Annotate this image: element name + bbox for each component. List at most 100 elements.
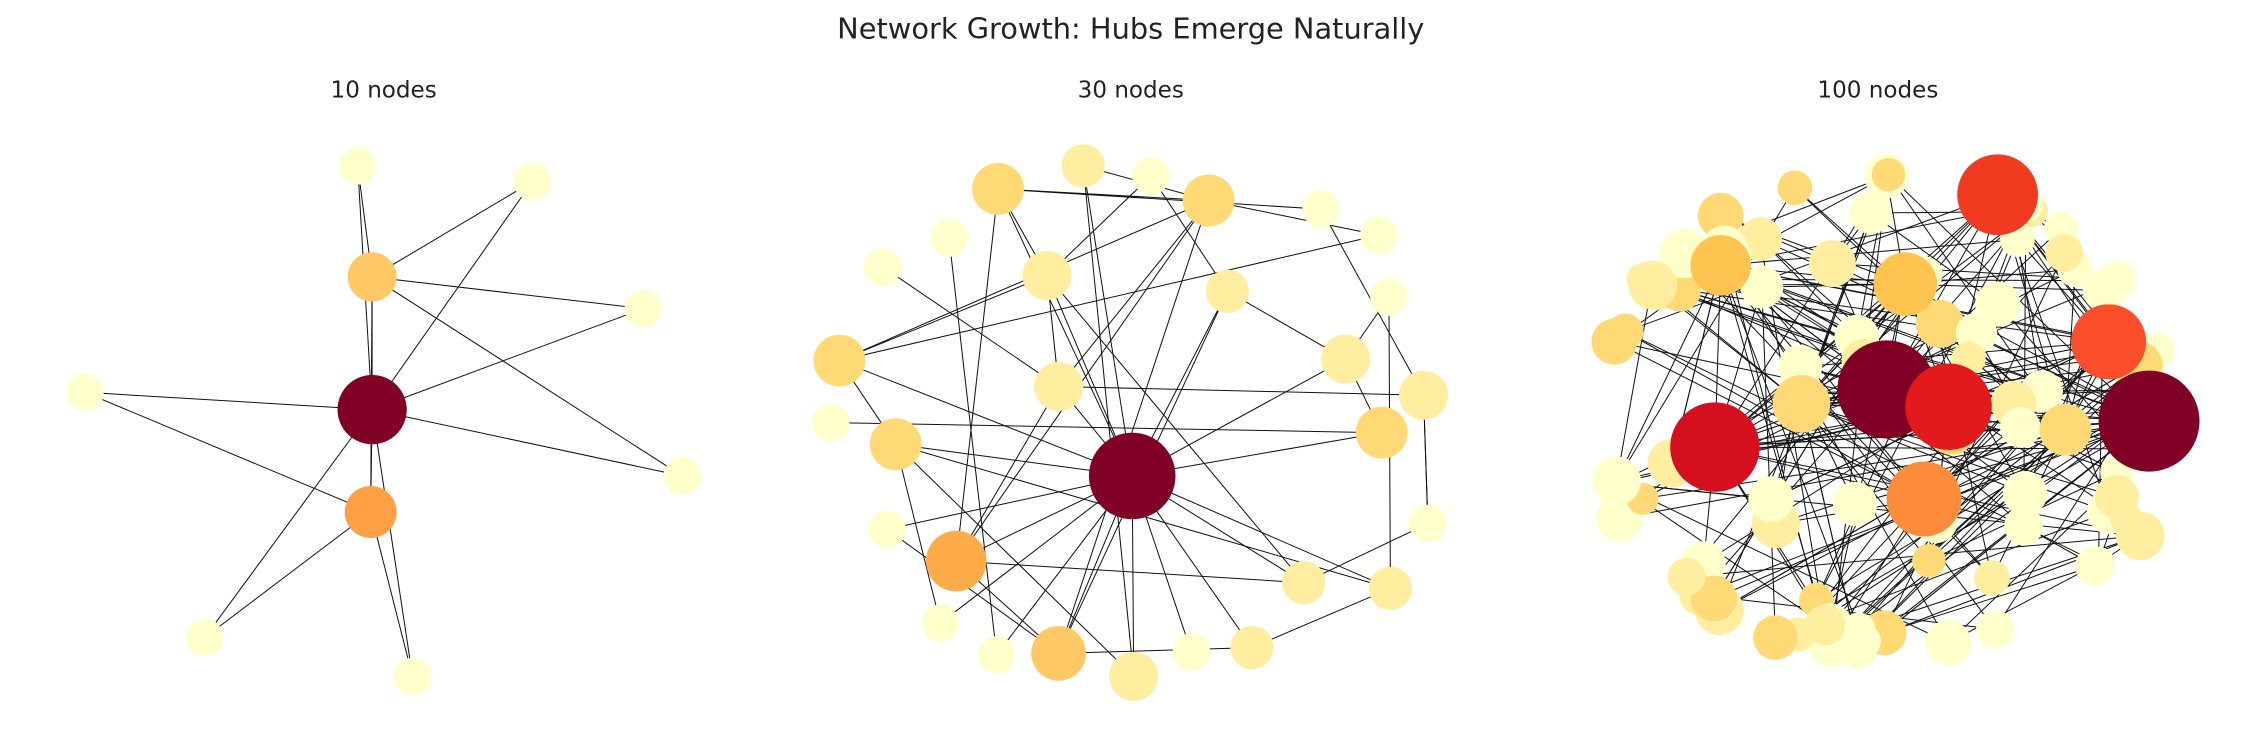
node bbox=[1667, 557, 1706, 596]
node bbox=[1886, 461, 1962, 537]
node bbox=[1999, 407, 2041, 448]
node bbox=[1088, 432, 1176, 520]
node bbox=[186, 618, 224, 657]
edge bbox=[372, 409, 683, 477]
edge bbox=[1883, 565, 2095, 634]
edge bbox=[1082, 165, 1135, 677]
node bbox=[868, 510, 906, 549]
node bbox=[972, 162, 1025, 215]
node bbox=[1957, 154, 2038, 236]
node bbox=[2039, 403, 2092, 456]
node bbox=[1034, 362, 1084, 412]
node bbox=[1832, 481, 1878, 526]
node bbox=[1282, 561, 1326, 605]
edge bbox=[955, 386, 1060, 562]
edge bbox=[895, 444, 941, 624]
edge bbox=[1775, 420, 2150, 639]
node bbox=[2075, 546, 2115, 586]
node bbox=[1777, 170, 1813, 206]
edge bbox=[1801, 403, 1930, 562]
node bbox=[1871, 158, 1906, 192]
edge bbox=[1720, 239, 2018, 266]
node bbox=[344, 486, 397, 538]
edge bbox=[1729, 256, 1949, 644]
node bbox=[1628, 260, 1678, 310]
edge bbox=[1303, 523, 1429, 584]
edge bbox=[839, 275, 1048, 362]
edge bbox=[371, 409, 413, 677]
node bbox=[2004, 506, 2044, 546]
node bbox=[1905, 363, 1992, 450]
edge bbox=[1870, 212, 1998, 305]
edge bbox=[956, 560, 1304, 584]
edge bbox=[1883, 252, 2065, 634]
edge bbox=[1858, 341, 2110, 630]
node bbox=[2045, 234, 2084, 272]
node bbox=[1740, 265, 1784, 309]
node bbox=[921, 604, 960, 642]
node bbox=[1912, 543, 1946, 578]
node bbox=[1975, 610, 2015, 649]
node bbox=[1109, 651, 1159, 701]
edge bbox=[1801, 403, 2026, 494]
node bbox=[1321, 334, 1371, 384]
node bbox=[2071, 304, 2147, 380]
edge bbox=[998, 188, 1322, 210]
edge bbox=[1616, 282, 1653, 481]
node bbox=[1205, 269, 1250, 313]
edge bbox=[1840, 419, 2133, 639]
edge bbox=[955, 188, 999, 562]
node bbox=[1061, 144, 1105, 188]
node bbox=[1591, 318, 1638, 365]
edge bbox=[1616, 265, 1722, 482]
node bbox=[1182, 174, 1235, 227]
edge bbox=[895, 443, 1135, 677]
edge bbox=[371, 181, 533, 410]
edge bbox=[1863, 429, 2066, 642]
edge bbox=[1720, 265, 1826, 626]
node bbox=[66, 373, 104, 412]
edge bbox=[1251, 587, 1391, 649]
edge bbox=[1132, 475, 1391, 589]
node bbox=[1022, 250, 1072, 300]
edge bbox=[882, 266, 1059, 387]
node bbox=[977, 636, 1016, 674]
edge bbox=[886, 528, 1059, 654]
node bbox=[513, 162, 551, 201]
node bbox=[663, 457, 701, 495]
node bbox=[1592, 456, 1641, 506]
node bbox=[347, 252, 397, 302]
node bbox=[1360, 216, 1398, 254]
node bbox=[1399, 370, 1449, 420]
node bbox=[1873, 252, 1938, 316]
node bbox=[1132, 157, 1170, 195]
edge bbox=[1840, 341, 2110, 639]
node bbox=[1975, 281, 2021, 327]
edge bbox=[1058, 386, 1424, 396]
node bbox=[1849, 191, 1892, 235]
edge bbox=[1720, 265, 1860, 630]
panel-title: 100 nodes bbox=[1817, 77, 1938, 103]
node bbox=[1772, 375, 1831, 433]
edge bbox=[997, 188, 1133, 477]
edge bbox=[1058, 200, 1210, 387]
node bbox=[1690, 235, 1751, 296]
node bbox=[624, 289, 663, 328]
node bbox=[1355, 406, 1408, 459]
edge bbox=[1761, 287, 1776, 638]
node bbox=[2082, 269, 2125, 312]
edge bbox=[372, 276, 644, 310]
nodes bbox=[66, 144, 2200, 701]
node bbox=[1172, 633, 1211, 671]
figure-title: Network Growth: Hubs Emerge Naturally bbox=[837, 11, 1424, 45]
node bbox=[1031, 625, 1087, 681]
node bbox=[1753, 615, 1798, 660]
edge bbox=[1058, 647, 1252, 654]
node bbox=[1974, 560, 2010, 596]
edge bbox=[839, 360, 1133, 477]
node bbox=[812, 403, 850, 442]
node bbox=[393, 657, 432, 696]
edge bbox=[1082, 165, 1133, 477]
node bbox=[1370, 278, 1408, 316]
